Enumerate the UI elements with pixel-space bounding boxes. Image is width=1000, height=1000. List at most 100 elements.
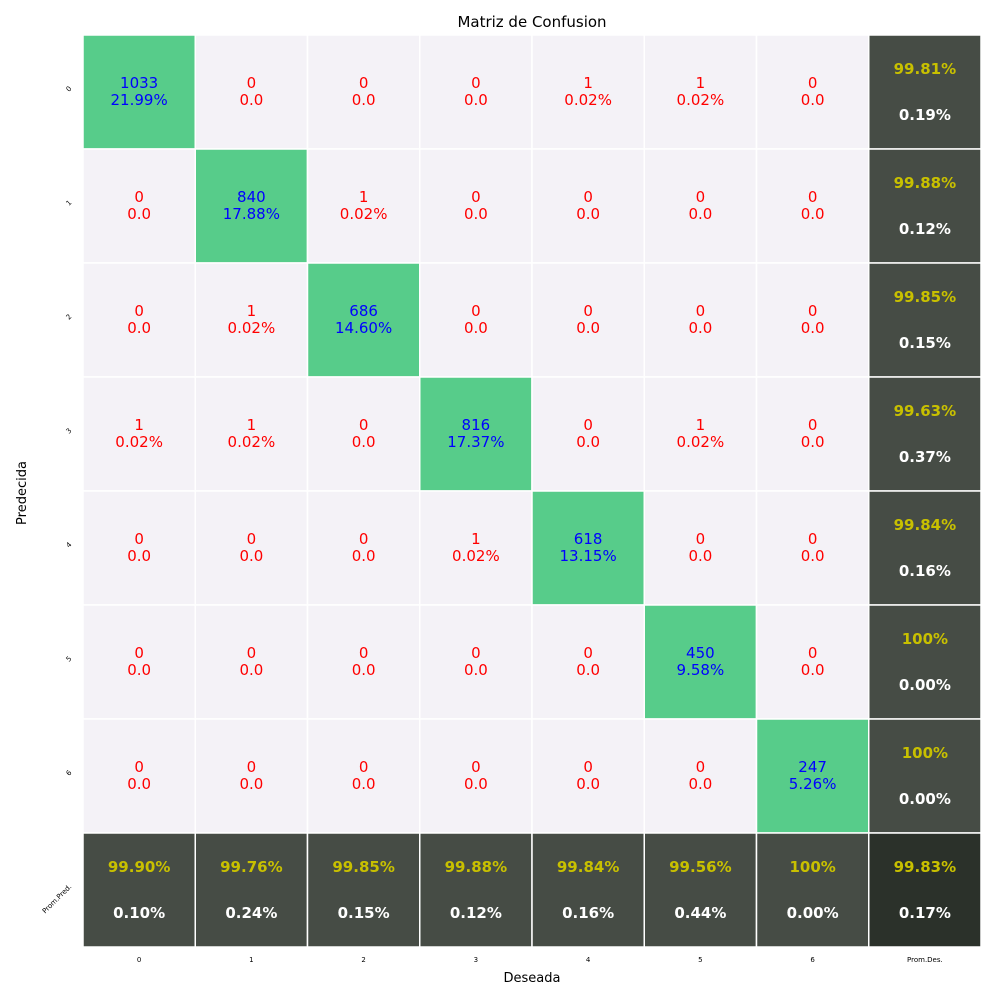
cell-percent-0-6: 0.0 bbox=[801, 91, 825, 109]
x-tick-6: 6 bbox=[810, 956, 815, 964]
matrix-cell-0-1 bbox=[194, 34, 309, 150]
cell-percent-6-0: 0.0 bbox=[127, 775, 151, 793]
cell-count-0-2: 0 bbox=[359, 74, 369, 92]
summary-error-0-7: 0.19% bbox=[899, 106, 951, 124]
cell-percent-2-5: 0.0 bbox=[688, 319, 712, 337]
x-tick-0: 0 bbox=[137, 956, 141, 964]
cell-count-5-0: 0 bbox=[134, 644, 144, 662]
cell-count-4-1: 0 bbox=[247, 530, 257, 548]
matrix-cell-1-4 bbox=[531, 148, 645, 264]
cell-percent-0-1: 0.0 bbox=[239, 91, 263, 109]
summary-error-7-4: 0.16% bbox=[562, 904, 614, 922]
matrix-cell-4-2 bbox=[306, 490, 421, 606]
matrix-cell-0-0 bbox=[82, 34, 196, 150]
matrix-cell-0-4 bbox=[531, 34, 645, 150]
matrix-cell-6-3 bbox=[419, 718, 533, 834]
matrix-cell-2-6 bbox=[755, 262, 870, 378]
cell-percent-3-6: 0.0 bbox=[801, 433, 825, 451]
matrix-cell-0-7 bbox=[868, 34, 982, 150]
matrix-cell-2-1 bbox=[194, 262, 309, 378]
matrix-cell-5-4 bbox=[531, 604, 645, 720]
cell-percent-6-6: 5.26% bbox=[789, 775, 837, 793]
cell-count-2-3: 0 bbox=[471, 302, 481, 320]
summary-accuracy-7-7: 99.83% bbox=[894, 858, 956, 876]
cell-percent-5-2: 0.0 bbox=[352, 661, 376, 679]
matrix-cell-6-2 bbox=[306, 718, 421, 834]
cell-percent-0-5: 0.02% bbox=[677, 91, 725, 109]
cell-count-3-5: 1 bbox=[696, 416, 706, 434]
cell-count-4-0: 0 bbox=[134, 530, 144, 548]
y-tick-labels: 0 1 2 3 4 5 6 Prom.Pred. bbox=[41, 85, 74, 915]
summary-error-5-7: 0.00% bbox=[899, 676, 951, 694]
summary-error-7-6: 0.00% bbox=[787, 904, 839, 922]
summary-error-7-0: 0.10% bbox=[113, 904, 165, 922]
cell-count-0-5: 1 bbox=[696, 74, 706, 92]
matrix-cell-6-5 bbox=[643, 718, 758, 834]
x-axis-label: Deseada bbox=[504, 971, 561, 986]
cell-percent-2-3: 0.0 bbox=[464, 319, 488, 337]
cell-percent-0-0: 21.99% bbox=[111, 91, 168, 109]
matrix-cell-7-5 bbox=[643, 832, 758, 948]
cell-percent-4-0: 0.0 bbox=[127, 547, 151, 565]
summary-accuracy-7-5: 99.56% bbox=[669, 858, 731, 876]
cell-percent-5-6: 0.0 bbox=[801, 661, 825, 679]
cell-count-6-4: 0 bbox=[583, 758, 593, 776]
cell-percent-1-1: 17.88% bbox=[223, 205, 280, 223]
cell-count-2-1: 1 bbox=[247, 302, 257, 320]
cell-count-3-4: 0 bbox=[583, 416, 593, 434]
cell-count-6-2: 0 bbox=[359, 758, 369, 776]
summary-error-7-7: 0.17% bbox=[899, 904, 951, 922]
cell-count-0-0: 1033 bbox=[120, 74, 158, 92]
y-axis-label: Predecida bbox=[15, 461, 30, 525]
cell-count-1-4: 0 bbox=[583, 188, 593, 206]
matrix-cell-4-6 bbox=[755, 490, 870, 606]
cell-count-0-6: 0 bbox=[808, 74, 818, 92]
matrix-cell-7-1 bbox=[194, 832, 309, 948]
cell-percent-6-3: 0.0 bbox=[464, 775, 488, 793]
summary-error-7-5: 0.44% bbox=[674, 904, 726, 922]
x-tick-3: 3 bbox=[474, 956, 478, 964]
cell-count-4-2: 0 bbox=[359, 530, 369, 548]
cell-count-5-4: 0 bbox=[583, 644, 593, 662]
y-tick-4: 4 bbox=[65, 540, 74, 549]
matrix-cell-3-1 bbox=[194, 376, 309, 492]
cell-count-5-6: 0 bbox=[808, 644, 818, 662]
cell-percent-3-1: 0.02% bbox=[228, 433, 276, 451]
cell-count-0-1: 0 bbox=[247, 74, 257, 92]
matrix-cell-2-4 bbox=[531, 262, 645, 378]
cell-percent-3-0: 0.02% bbox=[115, 433, 163, 451]
matrix-cell-6-0 bbox=[82, 718, 196, 834]
cell-count-3-3: 816 bbox=[462, 416, 491, 434]
cell-count-1-6: 0 bbox=[808, 188, 818, 206]
matrix-cell-0-2 bbox=[306, 34, 421, 150]
cell-count-4-3: 1 bbox=[471, 530, 481, 548]
summary-accuracy-3-7: 99.63% bbox=[894, 402, 956, 420]
cell-count-3-2: 0 bbox=[359, 416, 369, 434]
cell-percent-6-1: 0.0 bbox=[239, 775, 263, 793]
matrix-cell-5-2 bbox=[306, 604, 421, 720]
cell-percent-0-4: 0.02% bbox=[564, 91, 612, 109]
summary-error-7-2: 0.15% bbox=[338, 904, 390, 922]
cell-percent-3-4: 0.0 bbox=[576, 433, 600, 451]
y-tick-1: 1 bbox=[65, 199, 74, 208]
chart-title: Matriz de Confusion bbox=[457, 13, 606, 31]
cell-count-4-5: 0 bbox=[696, 530, 706, 548]
matrix-cell-6-7 bbox=[868, 718, 982, 834]
matrix-cell-3-7 bbox=[868, 376, 982, 492]
summary-accuracy-7-0: 99.90% bbox=[108, 858, 170, 876]
summary-error-4-7: 0.16% bbox=[899, 562, 951, 580]
x-tick-4: 4 bbox=[586, 956, 591, 964]
matrix-cell-0-5 bbox=[643, 34, 758, 150]
cell-percent-4-5: 0.0 bbox=[688, 547, 712, 565]
cell-percent-1-0: 0.0 bbox=[127, 205, 151, 223]
cell-count-6-5: 0 bbox=[696, 758, 706, 776]
cell-percent-1-6: 0.0 bbox=[801, 205, 825, 223]
matrix-cell-1-2 bbox=[306, 148, 421, 264]
matrix-cell-3-3 bbox=[419, 376, 533, 492]
cell-percent-4-1: 0.0 bbox=[239, 547, 263, 565]
cell-percent-1-3: 0.0 bbox=[464, 205, 488, 223]
matrix-cell-7-3 bbox=[419, 832, 533, 948]
cell-count-0-3: 0 bbox=[471, 74, 481, 92]
matrix-cell-0-3 bbox=[419, 34, 533, 150]
summary-error-3-7: 0.37% bbox=[899, 448, 951, 466]
